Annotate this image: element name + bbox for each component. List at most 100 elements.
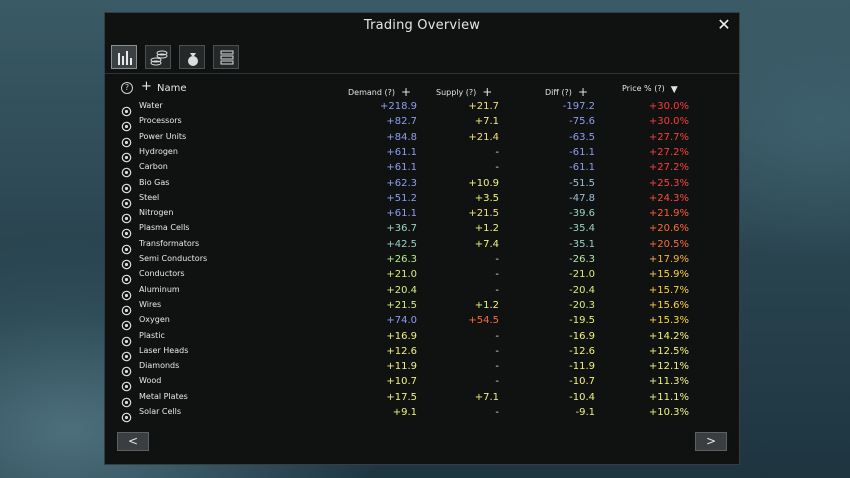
row-diff: -197.2 <box>562 101 595 112</box>
demand-add-button[interactable]: + <box>400 85 412 99</box>
table-row[interactable]: Oxygen +74.0 +54.5 -19.5 +15.3% <box>105 314 739 331</box>
table-row[interactable]: Water +218.9 +21.7 -197.2 +30.0% <box>105 100 739 117</box>
row-name: Laser Heads <box>139 345 189 355</box>
bar-chart-icon <box>118 51 132 65</box>
tab-money-bag[interactable] <box>179 45 205 69</box>
credit-chips-icon <box>220 50 234 65</box>
row-name: Conductors <box>139 269 185 279</box>
row-demand: +82.7 <box>386 116 417 128</box>
row-diff: -10.4 <box>569 391 595 403</box>
row-demand: +11.9 <box>386 361 417 373</box>
diff-add-button[interactable]: + <box>577 85 588 99</box>
row-name: Metal Plates <box>139 391 188 401</box>
window-title: Trading Overview <box>363 18 481 33</box>
row-diff: -63.5 <box>569 131 595 143</box>
row-demand: +218.9 <box>379 101 417 112</box>
row-name: Plastic <box>139 330 165 340</box>
tab-bar-chart[interactable] <box>111 45 137 69</box>
column-header-price[interactable]: Price % (?) ▼ <box>622 84 678 95</box>
table-row[interactable]: Conductors +21.0 - -21.0 +15.9% <box>105 268 739 285</box>
table-row[interactable]: Laser Heads +12.6 - -12.6 +12.5% <box>105 345 739 362</box>
table-row[interactable]: Hydrogen +61.1 - -61.1 +27.2% <box>105 146 739 163</box>
close-icon[interactable]: ✕ <box>717 15 731 34</box>
column-header-demand[interactable]: Demand (?) + <box>348 84 412 99</box>
column-header-supply-label: Supply (?) <box>436 88 477 97</box>
table-row[interactable]: Transformators +42.5 +7.4 -35.1 +20.5% <box>105 238 739 254</box>
row-diff: -61.1 <box>569 162 595 174</box>
row-supply: - <box>495 284 499 296</box>
tab-coins[interactable] <box>145 45 171 69</box>
row-demand: +84.8 <box>386 131 417 143</box>
table-row[interactable]: Diamonds +11.9 - -11.9 +12.1% <box>105 360 739 377</box>
row-demand: +17.5 <box>386 391 417 403</box>
transformator-icon <box>121 240 132 254</box>
row-diff: -20.4 <box>569 284 595 296</box>
row-price: +14.2% <box>648 330 689 342</box>
help-icon[interactable]: ? <box>121 82 133 94</box>
prev-page-button[interactable]: < <box>117 432 149 451</box>
conductor-icon <box>121 270 132 285</box>
tab-credit-chips[interactable] <box>213 45 239 69</box>
table-row[interactable]: Metal Plates +17.5 +7.1 -10.4 +11.1% <box>105 391 739 407</box>
column-header-diff[interactable]: Diff (?) + <box>545 84 588 99</box>
add-column-button[interactable]: + <box>141 79 152 94</box>
row-supply: +1.2 <box>474 299 499 311</box>
table-row[interactable]: Solar Cells +9.1 - -9.1 +10.3% <box>105 406 739 423</box>
hydrogen-icon <box>121 148 132 163</box>
table-row[interactable]: Carbon +61.1 - -61.1 +27.2% <box>105 161 739 178</box>
table-row[interactable]: Nitrogen +61.1 +21.5 -39.6 +21.9% <box>105 207 739 224</box>
row-price: +27.7% <box>648 131 689 143</box>
row-name: Wood <box>139 376 162 386</box>
table-row[interactable]: Plastic +16.9 - -16.9 +14.2% <box>105 330 739 346</box>
table-row[interactable]: Semi Conductors +26.3 - -26.3 +17.9% <box>105 253 739 270</box>
row-demand: +42.5 <box>386 238 417 250</box>
row-diff: -75.6 <box>569 116 595 128</box>
row-name: Processors <box>139 116 182 126</box>
column-header-price-label: Price % (?) <box>622 84 665 93</box>
column-header-diff-label: Diff (?) <box>545 88 572 97</box>
row-price: +24.3% <box>648 192 689 204</box>
table-row[interactable]: Wood +10.7 - -10.7 +11.3% <box>105 375 739 392</box>
table-row[interactable]: Wires +21.5 +1.2 -20.3 +15.6% <box>105 299 739 316</box>
row-price: +20.5% <box>648 238 689 250</box>
table-row[interactable]: Steel +51.2 +3.5 -47.8 +24.3% <box>105 192 739 209</box>
column-header-name[interactable]: Name <box>157 83 187 94</box>
row-diff: -12.6 <box>569 345 595 357</box>
row-diff: -10.7 <box>569 376 595 388</box>
row-supply: +54.5 <box>468 315 499 327</box>
column-header-supply[interactable]: Supply (?) + <box>436 84 493 99</box>
row-price: +27.2% <box>648 162 689 174</box>
row-supply: +7.4 <box>474 238 499 250</box>
row-name: Oxygen <box>139 315 170 325</box>
table-row[interactable]: Power Units +84.8 +21.4 -63.5 +27.7% <box>105 131 739 147</box>
row-price: +15.7% <box>648 284 689 296</box>
row-supply: +7.1 <box>474 391 499 403</box>
table-row[interactable]: Bio Gas +62.3 +10.9 -51.5 +25.3% <box>105 177 739 193</box>
row-supply: +21.5 <box>468 208 499 220</box>
row-demand: +51.2 <box>386 192 417 204</box>
table-row[interactable]: Processors +82.7 +7.1 -75.6 +30.0% <box>105 115 739 132</box>
supply-add-button[interactable]: + <box>482 85 493 99</box>
row-supply: - <box>495 376 499 388</box>
row-demand: +62.3 <box>386 177 417 189</box>
solar-cells-icon <box>121 408 132 423</box>
row-diff: -47.8 <box>569 192 595 204</box>
row-name: Transformators <box>139 238 200 248</box>
row-supply: - <box>495 254 499 265</box>
row-demand: +74.0 <box>386 315 417 327</box>
row-price: +11.1% <box>648 391 689 403</box>
wood-icon <box>121 377 132 392</box>
metal-plates-icon <box>121 393 132 407</box>
processor-icon <box>121 117 132 132</box>
row-demand: +10.7 <box>386 376 417 388</box>
row-supply: - <box>495 407 499 418</box>
table-row[interactable]: Plasma Cells +36.7 +1.2 -35.4 +20.6% <box>105 222 739 239</box>
divider <box>105 73 739 74</box>
carbon-icon <box>121 163 132 178</box>
row-demand: +20.4 <box>386 284 417 296</box>
row-name: Aluminum <box>139 284 180 294</box>
next-page-button[interactable]: > <box>695 432 727 451</box>
sort-desc-icon[interactable]: ▼ <box>670 85 678 95</box>
power-unit-icon <box>121 133 132 147</box>
table-row[interactable]: Aluminum +20.4 - -20.4 +15.7% <box>105 284 739 300</box>
